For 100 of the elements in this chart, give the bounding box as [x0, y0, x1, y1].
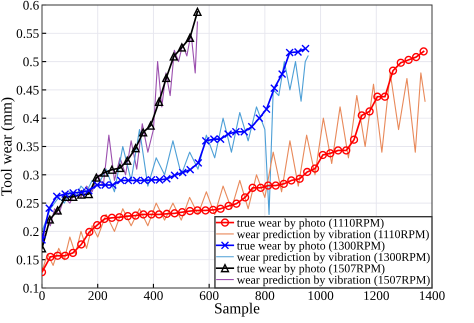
- point: [318, 150, 327, 160]
- point: [303, 168, 312, 176]
- point: [46, 252, 55, 262]
- point: [45, 204, 54, 212]
- point: [388, 66, 398, 75]
- point: [84, 190, 93, 198]
- point: [162, 210, 171, 218]
- legend-label: true wear by photo (1507RPM): [236, 264, 384, 275]
- point: [138, 128, 148, 137]
- x-tick-label: 0: [39, 291, 45, 300]
- point: [92, 221, 102, 230]
- point: [278, 70, 286, 78]
- point: [350, 136, 358, 144]
- y-tick-label: 0.45: [16, 86, 39, 95]
- point: [131, 211, 140, 220]
- point: [194, 158, 202, 168]
- point: [92, 173, 100, 182]
- point: [186, 206, 194, 216]
- legend-label: wear prediction by vibration (1110RPM): [236, 230, 429, 241]
- point: [264, 181, 272, 190]
- legend-label: wear prediction by vibration (1507RPM): [236, 275, 430, 286]
- x-tick-label: 800: [255, 291, 274, 300]
- y-tick-label: 0.3: [23, 170, 39, 180]
- point: [178, 43, 186, 52]
- y-tick-label: 0.2: [23, 227, 38, 236]
- point: [68, 248, 78, 258]
- point: [46, 215, 54, 224]
- point: [154, 98, 164, 106]
- point: [154, 210, 164, 219]
- y-axis-title: Tool wear (mm): [0, 98, 15, 196]
- point: [201, 206, 210, 215]
- point: [77, 240, 86, 249]
- point: [270, 84, 278, 92]
- point: [85, 228, 94, 236]
- x-tick-label: 600: [200, 291, 219, 300]
- point: [310, 164, 320, 173]
- y-tick-label: 0.55: [16, 29, 39, 38]
- point: [147, 210, 156, 219]
- point: [60, 252, 70, 260]
- x-tick-label: 200: [88, 291, 108, 300]
- point: [396, 58, 405, 67]
- y-tick-label: 0.5: [23, 57, 39, 66]
- y-tick-label: 0.35: [16, 142, 39, 152]
- point: [334, 146, 342, 155]
- point: [262, 104, 271, 114]
- y-tick-label: 0.6: [23, 0, 39, 10]
- point: [53, 206, 62, 215]
- point: [380, 92, 390, 101]
- point: [412, 52, 420, 62]
- point: [301, 44, 310, 53]
- point: [100, 214, 109, 224]
- point: [116, 164, 124, 172]
- point: [69, 192, 78, 202]
- x-tick-label: 400: [144, 291, 163, 300]
- point: [216, 204, 225, 213]
- point: [256, 184, 265, 192]
- point: [287, 176, 296, 185]
- point: [186, 34, 194, 42]
- point: [342, 146, 350, 155]
- x-tick-label: 1200: [364, 291, 389, 300]
- y-tick-label: 0.25: [16, 198, 39, 208]
- y-tick-label: 0.1: [23, 284, 38, 293]
- point: [248, 122, 256, 131]
- x-tick-label: 1400: [420, 291, 445, 300]
- point: [232, 200, 241, 208]
- legend-label: true wear by photo (1110RPM): [236, 218, 384, 230]
- point: [365, 107, 374, 116]
- x-tick-label: 1000: [308, 291, 334, 300]
- point: [255, 114, 264, 122]
- point: [224, 202, 233, 210]
- point: [419, 47, 428, 56]
- point: [108, 166, 116, 174]
- point: [123, 156, 132, 165]
- point: [178, 208, 186, 216]
- point: [115, 213, 124, 222]
- point: [139, 210, 148, 219]
- point: [193, 8, 202, 16]
- point: [62, 192, 70, 202]
- y-tick-label: 0.4: [23, 114, 40, 123]
- point: [280, 180, 288, 188]
- point: [100, 168, 109, 177]
- point: [358, 111, 366, 120]
- point: [272, 181, 280, 190]
- x-axis-title: Sample: [215, 302, 260, 317]
- point: [326, 149, 334, 158]
- point: [240, 193, 250, 202]
- point: [131, 144, 140, 152]
- point: [248, 184, 257, 192]
- point: [193, 206, 202, 215]
- point: [53, 252, 62, 260]
- point: [170, 52, 178, 61]
- point: [208, 206, 218, 214]
- point: [373, 92, 382, 101]
- point: [146, 121, 155, 130]
- point: [124, 212, 132, 220]
- point: [162, 74, 170, 82]
- point: [170, 209, 179, 218]
- legend-label: wear prediction by vibration (1300RPM): [236, 252, 430, 264]
- point: [296, 174, 304, 183]
- legend-label: true wear by photo (1300RPM): [236, 241, 384, 252]
